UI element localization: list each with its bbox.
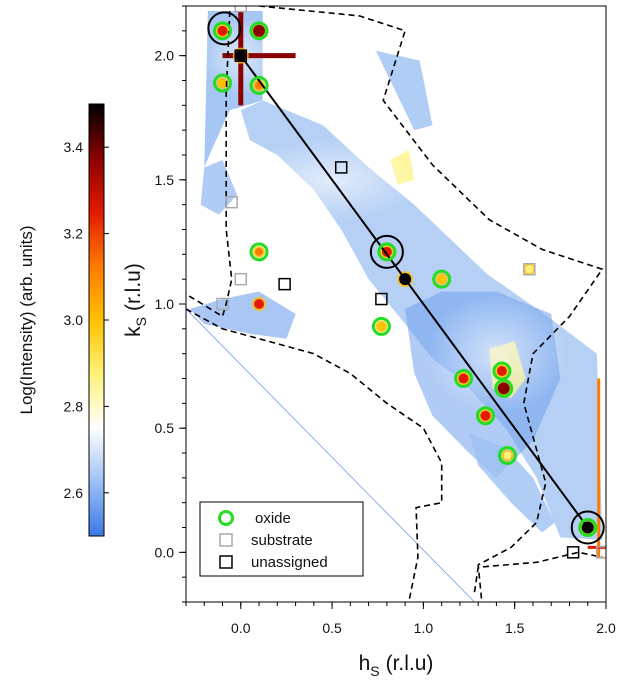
intensity-region bbox=[189, 291, 296, 339]
legend-oxide-label: oxide bbox=[255, 510, 291, 527]
x-tick-label: 1.0 bbox=[414, 620, 434, 636]
intensity-spot bbox=[218, 78, 227, 87]
reciprocal-line bbox=[239, 55, 589, 529]
x-axis-title-unit: (r.l.u) bbox=[386, 652, 434, 675]
oxide-peak-marker bbox=[497, 445, 517, 465]
oxide-peak-marker bbox=[494, 378, 514, 398]
substrate-peak-marker bbox=[234, 272, 248, 286]
intensity-region bbox=[469, 433, 555, 533]
colorbar: 2.6 2.8 3.0 3.2 3.4 Log(Intensity) (arb. uni… bbox=[17, 103, 109, 537]
boundary-line bbox=[186, 308, 443, 602]
oxide-peak-marker bbox=[432, 269, 452, 289]
y-axis-title-main: k bbox=[122, 326, 145, 337]
substrate-peak-marker bbox=[234, 6, 248, 13]
unassigned-peak-marker bbox=[566, 546, 580, 559]
colorbar-title: Log(Intensity) (arb. units) bbox=[17, 226, 36, 415]
intensity-spot bbox=[255, 247, 264, 256]
boundary-line bbox=[473, 551, 603, 593]
x-axis-title-sub: S bbox=[370, 663, 379, 679]
intensity-spot bbox=[253, 24, 266, 37]
colorbar-tick-label: 2.6 bbox=[64, 485, 84, 501]
substrate-peak-marker bbox=[216, 297, 229, 311]
colorbar-bar bbox=[88, 103, 105, 537]
x-axis-title-main: h bbox=[359, 652, 371, 675]
intensity-spot bbox=[496, 366, 507, 377]
x-tick-label: 1.5 bbox=[505, 620, 525, 636]
oxide-peak-marker bbox=[454, 369, 474, 388]
boundary-line bbox=[258, 6, 604, 602]
unassigned-peak-marker bbox=[334, 161, 348, 174]
oxide-peak-marker bbox=[249, 242, 269, 262]
y-axis-title: kS (r.l.u) bbox=[122, 263, 149, 337]
axes: 0.0 0.5 1.0 1.5 2.0 0.0 0.5 1.0 1.5 2.0 bbox=[155, 5, 616, 636]
intensity-spot bbox=[480, 410, 491, 421]
intensity-glow bbox=[426, 293, 567, 414]
intensity-spot bbox=[497, 382, 510, 395]
unassigned-peak-marker bbox=[278, 277, 291, 291]
oxide-peak-marker bbox=[213, 21, 233, 41]
colorbar-ticks: 2.6 2.8 3.0 3.2 3.4 bbox=[64, 139, 109, 501]
highlighted-peak-circle bbox=[369, 234, 404, 269]
x-tick-label: 2.0 bbox=[596, 620, 616, 636]
substrate-peak-marker bbox=[225, 195, 238, 209]
colorbar-tick-label: 3.2 bbox=[64, 226, 84, 242]
substrate-peak-marker bbox=[523, 262, 536, 276]
y-tick-label: 1.0 bbox=[155, 296, 175, 312]
oxide-peak-marker bbox=[213, 73, 233, 93]
reciprocal-line-segment bbox=[239, 55, 589, 529]
peak-markers bbox=[207, 6, 606, 559]
intensity-streak bbox=[186, 308, 475, 602]
oxide-peak-marker bbox=[249, 75, 269, 95]
intensity-spot bbox=[458, 373, 469, 384]
legend-oxide-marker bbox=[218, 510, 234, 526]
y-tick-label: 0.0 bbox=[155, 544, 175, 560]
intensity-spot bbox=[525, 265, 534, 274]
oxide-peak-marker bbox=[377, 242, 397, 262]
highlighted-peak-circle bbox=[570, 510, 605, 545]
intensity-region bbox=[200, 160, 238, 215]
y-axis-title-unit: (r.l.u) bbox=[122, 263, 145, 311]
intensity-spot bbox=[254, 299, 265, 309]
intensity-spot bbox=[503, 451, 512, 460]
colorbar-tick-label: 2.8 bbox=[64, 398, 84, 414]
intensity-spot bbox=[377, 322, 386, 331]
colorbar-tick-label: 3.0 bbox=[64, 312, 84, 328]
oxide-peak-marker bbox=[475, 406, 495, 426]
legend-unassigned-marker bbox=[219, 555, 233, 569]
intensity-spot bbox=[437, 275, 446, 284]
oxide-peak-marker bbox=[492, 361, 512, 381]
intensity-region bbox=[375, 50, 433, 131]
oxide-peak-marker bbox=[249, 21, 269, 41]
unassigned-peak-marker bbox=[234, 49, 248, 62]
oxide-peak-marker bbox=[578, 518, 598, 537]
y-tick-label: 2.0 bbox=[155, 48, 175, 64]
intensity-spot bbox=[217, 25, 228, 36]
x-axis-title: hS (r.l.u) bbox=[359, 652, 434, 679]
legend: oxide substrate unassigned bbox=[199, 501, 364, 577]
x-tick-label: 0.0 bbox=[231, 620, 251, 636]
y-axis-title-sub: S bbox=[133, 317, 149, 326]
measured-region-boundary bbox=[186, 6, 604, 602]
legend-unassigned-label: unassigned bbox=[251, 554, 328, 571]
y-tick-label: 1.5 bbox=[155, 172, 175, 188]
unassigned-peak-marker bbox=[375, 292, 388, 306]
boundary-line bbox=[186, 10, 233, 318]
legend-substrate-marker bbox=[219, 533, 233, 547]
y-tick-label: 0.5 bbox=[155, 420, 175, 436]
substrate-peak-marker bbox=[596, 546, 606, 559]
x-tick-label: 0.5 bbox=[322, 620, 342, 636]
highlighted-peak-circle bbox=[207, 11, 242, 46]
oxide-peak-marker bbox=[371, 316, 391, 336]
legend-substrate-label: substrate bbox=[251, 532, 313, 549]
colorbar-tick-label: 3.4 bbox=[64, 139, 84, 155]
